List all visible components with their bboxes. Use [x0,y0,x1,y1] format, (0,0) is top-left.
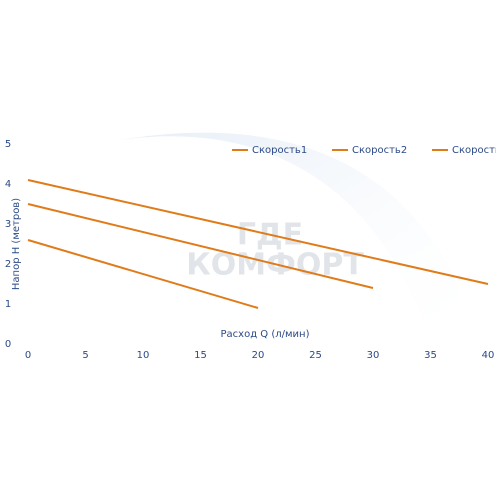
legend-label: Скорость3 [452,145,496,156]
x-tick-label: 40 [482,350,495,361]
background-swoosh [120,132,480,344]
x-tick-label: 10 [137,350,150,361]
legend-label: Скорость1 [252,145,307,156]
legend-label: Скорость2 [352,145,407,156]
x-tick-label: 20 [252,350,265,361]
x-tick-label: 0 [25,350,31,361]
y-tick-label: 0 [5,339,11,350]
y-tick-label: 2 [5,259,11,270]
x-tick-label: 30 [367,350,380,361]
x-axis-label: Расход Q (л/мин) [221,329,310,340]
series-line [27,179,489,285]
y-tick-label: 3 [5,219,11,230]
y-tick-label: 5 [5,139,11,150]
y-axis-label: Напор Н (метров) [11,198,22,290]
y-tick-label: 1 [5,299,11,310]
x-tick-label: 15 [194,350,207,361]
series-line [27,203,374,289]
x-tick-label: 5 [82,350,88,361]
x-tick-label: 25 [309,350,322,361]
y-tick-label: 4 [5,179,11,190]
series-line [27,239,259,309]
x-tick-label: 35 [424,350,437,361]
